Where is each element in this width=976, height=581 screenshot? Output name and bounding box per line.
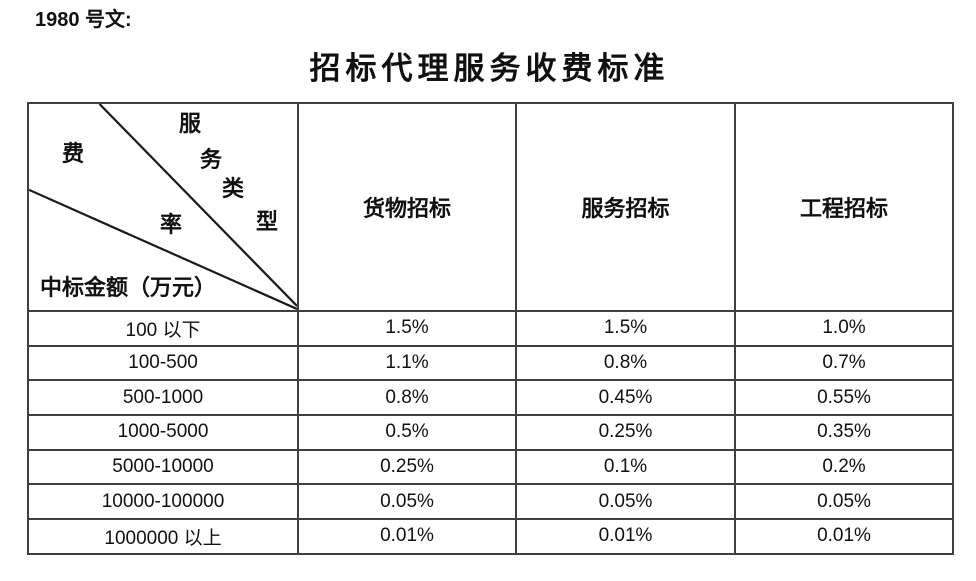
- fee-table: 费 率 服 务 类 型 中标金额（万元） 货物招标 服务招标 工程招标 100 …: [27, 102, 954, 555]
- diagonal-divider-lines: [30, 105, 296, 309]
- rate-cell: 0.25%: [515, 414, 736, 451]
- row-range-label: 5000-10000: [27, 448, 299, 486]
- table-row: 100 以下 1.5% 1.5% 1.0%: [27, 310, 954, 347]
- corner-amount-label: 中标金额（万元）: [40, 275, 217, 300]
- row-range-label: 1000000 以上: [27, 518, 299, 555]
- rate-cell: 1.1%: [297, 344, 517, 382]
- row-range-label: 500-1000: [27, 379, 299, 417]
- row-range-label: 100 以下: [27, 310, 299, 347]
- table-row: 10000-100000 0.05% 0.05% 0.05%: [27, 483, 954, 521]
- table-header-row: 费 率 服 务 类 型 中标金额（万元） 货物招标 服务招标 工程招标: [27, 102, 954, 312]
- rate-cell: 0.2%: [734, 448, 954, 486]
- rate-cell: 0.7%: [734, 344, 954, 382]
- corner-header-cell: 费 率 服 务 类 型 中标金额（万元）: [27, 102, 299, 312]
- row-range-label: 100-500: [27, 344, 299, 382]
- doc-ref-label: 1980 号文:: [35, 9, 132, 31]
- table-row: 100-500 1.1% 0.8% 0.7%: [27, 344, 954, 382]
- rate-cell: 0.05%: [297, 483, 517, 521]
- row-range-label: 10000-100000: [27, 483, 299, 521]
- column-header-engineering: 工程招标: [734, 102, 954, 312]
- table-row: 1000000 以上 0.01% 0.01% 0.01%: [27, 518, 954, 555]
- rate-cell: 0.55%: [734, 379, 954, 417]
- rate-cell: 0.5%: [297, 414, 517, 451]
- row-range-label: 1000-5000: [27, 414, 299, 451]
- rate-cell: 0.01%: [515, 518, 736, 555]
- corner-char-type-1: 服: [179, 111, 202, 136]
- rate-cell: 1.5%: [297, 310, 517, 347]
- column-header-services: 服务招标: [515, 102, 736, 312]
- corner-char-type-3: 类: [222, 176, 245, 201]
- rate-cell: 0.8%: [515, 344, 736, 382]
- column-header-goods: 货物招标: [297, 102, 517, 312]
- table-row: 1000-5000 0.5% 0.25% 0.35%: [27, 414, 954, 451]
- rate-cell: 0.01%: [734, 518, 954, 555]
- table-row: 5000-10000 0.25% 0.1% 0.2%: [27, 448, 954, 486]
- rate-cell: 0.01%: [297, 518, 517, 555]
- rate-cell: 0.05%: [515, 483, 736, 521]
- page-title: 招标代理服务收费标准: [309, 51, 670, 86]
- rate-cell: 1.5%: [515, 310, 736, 347]
- corner-char-type-2: 务: [200, 147, 223, 172]
- table-row: 500-1000 0.8% 0.45% 0.55%: [27, 379, 954, 417]
- corner-char-rate: 率: [160, 212, 183, 237]
- rate-cell: 0.25%: [297, 448, 517, 486]
- rate-cell: 1.0%: [734, 310, 954, 347]
- rate-cell: 0.05%: [734, 483, 954, 521]
- rate-cell: 0.45%: [515, 379, 736, 417]
- corner-char-type-4: 型: [256, 209, 279, 234]
- rate-cell: 0.35%: [734, 414, 954, 451]
- rate-cell: 0.1%: [515, 448, 736, 486]
- corner-char-fee: 费: [62, 141, 85, 166]
- rate-cell: 0.8%: [297, 379, 517, 417]
